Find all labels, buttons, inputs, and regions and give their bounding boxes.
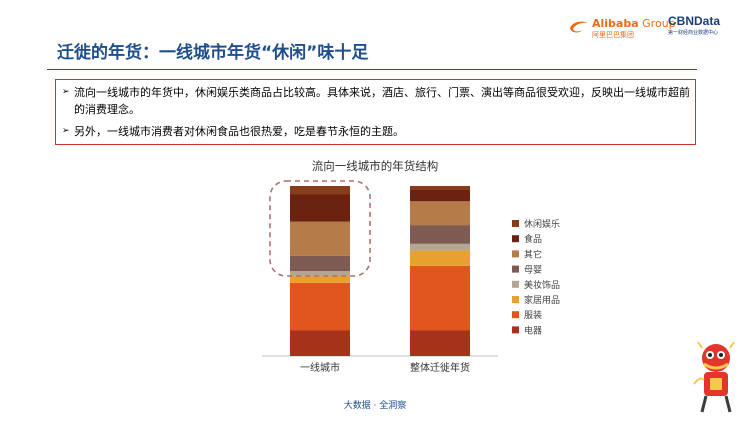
bar-segment — [290, 330, 350, 356]
legend-swatch — [512, 250, 519, 258]
legend-swatch — [512, 280, 519, 288]
alibaba-subtitle: 阿里巴巴集团 — [592, 31, 634, 39]
legend-label: 母婴 — [524, 265, 542, 276]
bar-segment — [410, 189, 470, 202]
alibaba-wordmark: Alibaba Group — [592, 17, 676, 30]
bar-segment — [410, 330, 470, 356]
title-rule — [47, 69, 697, 70]
summary-callout: ➢ 流向一线城市的年货中，休闲娱乐类商品占比较高。具体来说，酒店、旅行、门票、演… — [55, 79, 696, 145]
legend-label: 服装 — [524, 309, 542, 321]
bullet-arrow-icon: ➢ — [62, 126, 70, 136]
bar-segment — [410, 201, 470, 226]
bar-segment — [290, 221, 350, 256]
legend-swatch — [512, 220, 519, 227]
bar-segment — [290, 255, 350, 271]
bar-segment — [290, 194, 350, 222]
x-tick-label: 整体迁徙年货 — [410, 361, 470, 374]
alibaba-smile-icon — [570, 21, 588, 33]
legend-label: 家居用品 — [524, 294, 560, 306]
page-title: 迁徙的年货：一线城市年货“休闲”味十足 — [57, 43, 369, 63]
bar-segment — [290, 186, 350, 195]
bar-segment — [410, 243, 470, 251]
lion-dance-mascot-icon — [693, 341, 735, 413]
bar-segment — [410, 250, 470, 266]
legend-swatch — [512, 311, 519, 319]
bullet-arrow-icon: ➢ — [62, 87, 70, 97]
bullet-item: ➢ 流向一线城市的年货中，休闲娱乐类商品占比较高。具体来说，酒店、旅行、门票、演… — [62, 84, 690, 118]
legend-label: 其它 — [524, 248, 542, 260]
legend-swatch — [512, 265, 519, 273]
bullet-text: 流向一线城市的年货中，休闲娱乐类商品占比较高。具体来说，酒店、旅行、门票、演出等… — [74, 86, 690, 116]
chart-title: 流向一线城市的年货结构 — [311, 159, 439, 173]
legend-swatch — [512, 296, 519, 303]
bullet-text: 另外，一线城市消费者对休闲食品也很热爱，吃是春节永恒的主题。 — [74, 125, 404, 138]
legend-swatch — [512, 235, 519, 243]
bar-segment — [410, 225, 470, 244]
cbndata-wordmark: CBNData — [668, 14, 721, 28]
cbndata-subtitle: 第一财经商业数据中心 — [668, 30, 719, 36]
bar-segment — [410, 186, 470, 190]
bar-segment — [290, 271, 350, 277]
footer-tagline: 大数据 · 全洞察 — [343, 401, 407, 411]
legend-label: 食品 — [524, 233, 542, 245]
legend-label: 休闲娱乐 — [524, 218, 560, 230]
legend-label: 电器 — [524, 324, 542, 336]
bullet-item: ➢ 另外，一线城市消费者对休闲食品也很热爱，吃是春节永恒的主题。 — [62, 123, 690, 140]
legend-swatch — [512, 326, 519, 334]
cbndata-logo: CBNData 第一财经商业数据中心 — [668, 14, 720, 36]
bar-segment — [290, 276, 350, 283]
bar-segment — [410, 265, 470, 331]
legend-label: 美妆饰品 — [524, 279, 560, 291]
x-tick-label: 一线城市 — [300, 361, 340, 374]
bar-segment — [290, 282, 350, 331]
